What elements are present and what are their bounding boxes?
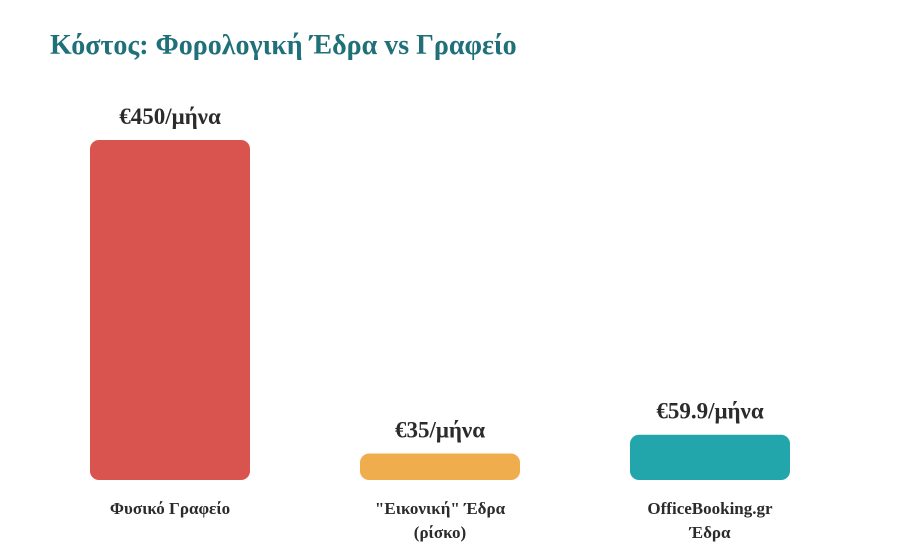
category-label-line: Έδρα — [689, 523, 732, 542]
category-label-1: Φυσικό Γραφείο — [110, 499, 230, 518]
bar-1 — [90, 140, 250, 480]
value-label-1: €450/μήνα — [119, 104, 221, 129]
category-label-line: "Εικονική" Έδρα — [375, 499, 506, 518]
category-label-line: OfficeBooking.gr — [647, 499, 773, 518]
category-label-line: Φυσικό Γραφείο — [110, 499, 230, 518]
bar-3 — [630, 434, 790, 480]
value-label-2: €35/μήνα — [395, 418, 485, 443]
category-label-3: OfficeBooking.gr Έδρα — [647, 499, 773, 542]
value-label-3: €59.9/μήνα — [656, 399, 764, 424]
chart-title: Κόστος: Φορολογική Έδρα vs Γραφείο — [50, 30, 517, 61]
category-label-2: "Εικονική" Έδρα (ρίσκο) — [375, 499, 506, 542]
category-label-line: (ρίσκο) — [414, 523, 466, 542]
bar-2 — [360, 453, 520, 480]
